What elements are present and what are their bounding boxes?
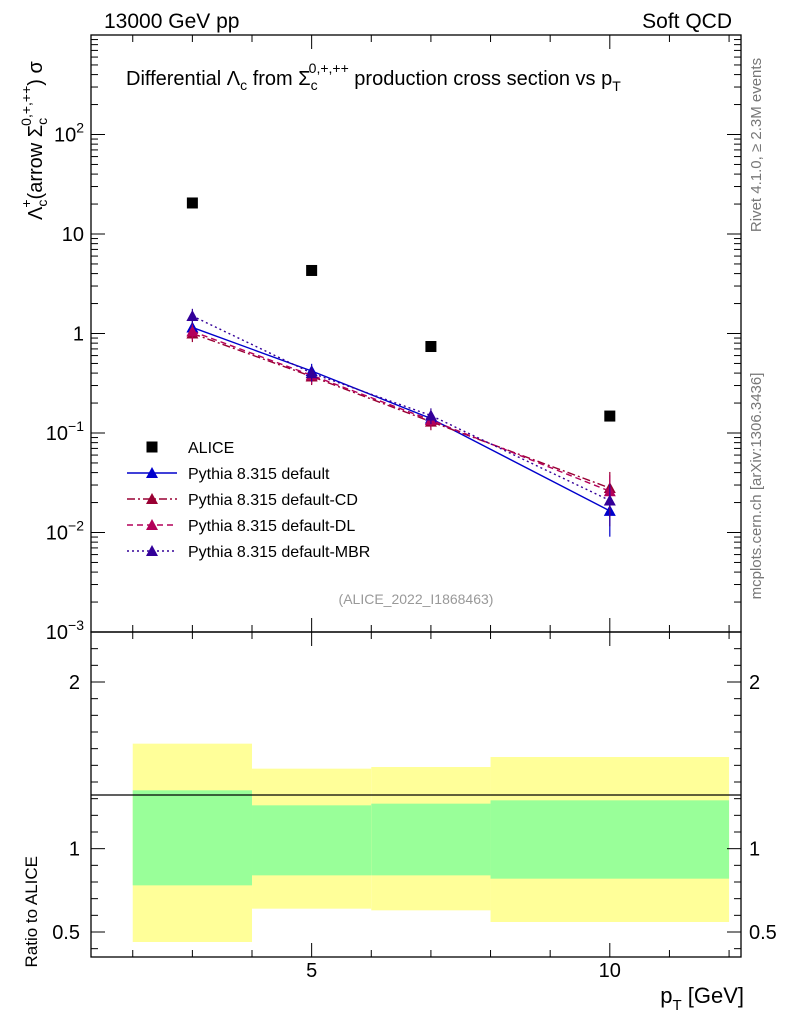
main-y-tick-label: 10	[62, 224, 84, 246]
point-data	[186, 197, 198, 209]
legend-item-cd: Pythia 8.315 default-CD	[127, 492, 358, 509]
main-y-tick-label: 10−3	[46, 617, 84, 644]
legend-item-data: ALICE	[146, 440, 234, 457]
ratio-y-tick-label-right: 2	[749, 672, 760, 694]
series-line-mbr	[192, 315, 611, 502]
x-axis-label: pT [GeV]	[660, 983, 744, 1014]
ratio-band-inner	[371, 803, 491, 876]
legend-item-default: Pythia 8.315 default	[127, 466, 330, 483]
legend-item-dl: Pythia 8.315 default-DL	[127, 518, 355, 535]
legend-marker	[146, 467, 158, 478]
series-data	[186, 197, 616, 422]
ratio-band-inner	[132, 790, 253, 886]
mcplots-label: mcplots.cern.ch [arXiv:1306.3436]	[748, 373, 765, 600]
x-tick-label: 5	[306, 960, 317, 982]
ratio-panel: 0.5 0.5 1 1 2 2 Ratio to ALICE	[22, 631, 777, 968]
ratio-y-axis-label: Ratio to ALICE	[22, 856, 41, 968]
series-line-default	[192, 326, 611, 512]
ratio-y-tick-label-left: 2	[69, 672, 80, 694]
ratio-y-tick-label-right: 0.5	[749, 922, 777, 944]
series-dl	[186, 324, 616, 518]
point-mbr	[424, 409, 437, 421]
point-data	[604, 410, 616, 422]
legend-marker	[146, 493, 158, 504]
main-y-tick-label: 10−1	[46, 418, 84, 445]
series-mbr	[186, 308, 616, 527]
x-tick-label: 10	[599, 960, 621, 982]
series-line-cd	[192, 332, 611, 489]
legend-label: ALICE	[188, 440, 234, 457]
ratio-band-inner	[252, 805, 372, 876]
legend-label: Pythia 8.315 default	[188, 466, 330, 483]
main-y-tick-label: 1	[73, 324, 84, 346]
legend-label: Pythia 8.315 default-CD	[188, 492, 358, 509]
legend-marker	[146, 441, 158, 453]
chart-title: Differential Λc from Σc0,+,++ production…	[126, 60, 621, 94]
legend-item-mbr: Pythia 8.315 default-MBR	[127, 544, 370, 561]
legend-label: Pythia 8.315 default-MBR	[188, 544, 370, 561]
series-cd	[186, 326, 616, 514]
point-mbr	[305, 367, 318, 379]
legend-marker	[146, 519, 158, 530]
main-y-tick-label: 10−2	[46, 518, 84, 545]
ratio-y-tick-label-left: 1	[69, 839, 80, 861]
legend-marker	[146, 545, 158, 556]
point-mbr	[603, 494, 616, 506]
point-data	[306, 264, 318, 276]
series-line-dl	[192, 330, 611, 492]
ratio-y-tick-label-left: 0.5	[52, 922, 80, 944]
process-label: Soft QCD	[642, 10, 732, 33]
main-panel: 10−3 10−2 10−1 1 10 102 Differential Λc from …	[18, 34, 742, 644]
point-mbr	[186, 309, 199, 321]
main-y-tick-label: 102	[54, 120, 84, 147]
ratio-y-tick-label-right: 1	[749, 839, 760, 861]
main-y-axis-label: Λc+(arrow Σc0,+,++) σ	[18, 61, 50, 220]
analysis-watermark: (ALICE_2022_I1868463)	[339, 591, 494, 607]
point-data	[425, 341, 437, 353]
legend-label: Pythia 8.315 default-DL	[188, 518, 355, 535]
point-dl	[186, 325, 199, 337]
energy-label: 13000 GeV pp	[104, 10, 239, 33]
ratio-band-inner	[490, 800, 730, 879]
rivet-label: Rivet 4.1.0, ≥ 2.3M events	[748, 58, 765, 232]
